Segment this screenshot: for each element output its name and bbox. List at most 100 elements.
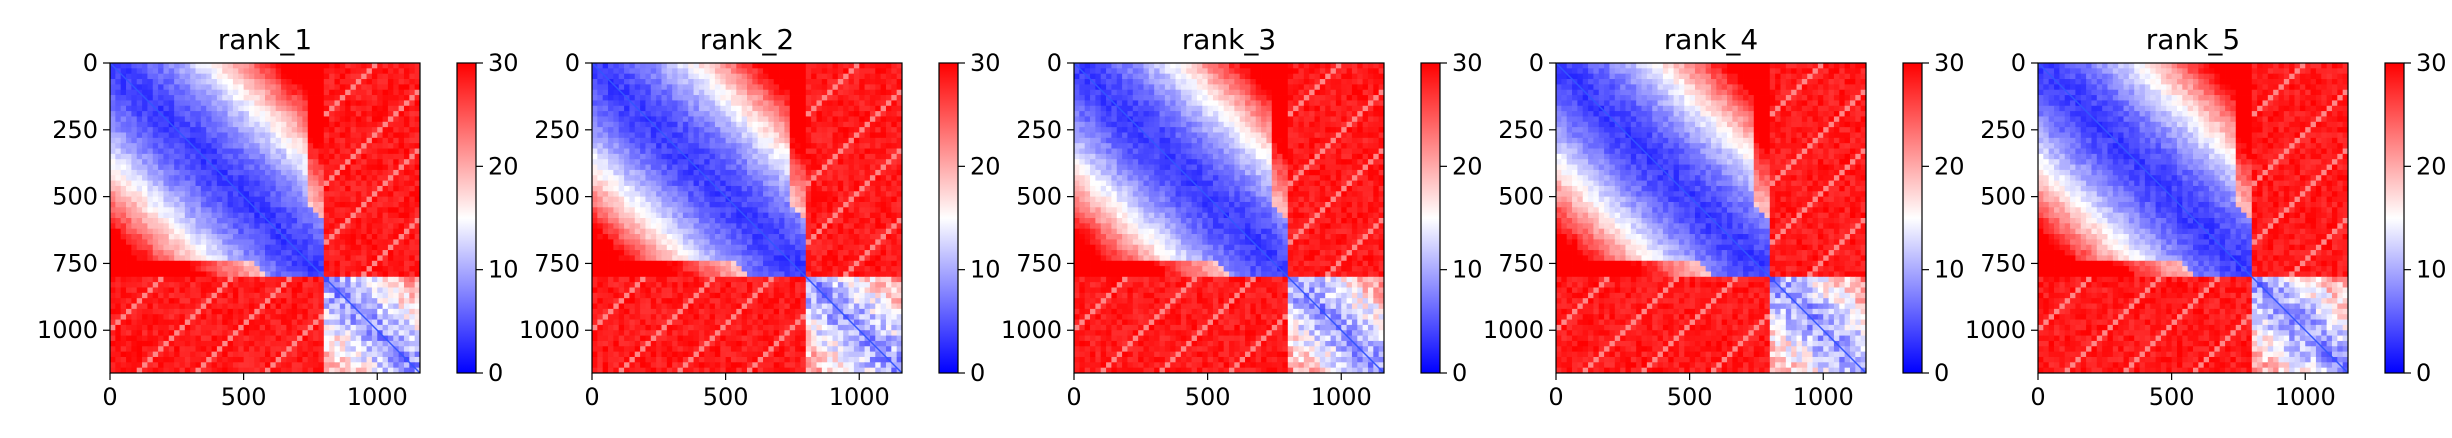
heatmap-cell xyxy=(693,116,700,123)
heatmap-cell xyxy=(291,207,298,214)
heatmap-cell xyxy=(624,100,630,107)
heatmap-cell xyxy=(265,207,271,214)
heatmap-cell xyxy=(195,292,202,299)
heatmap-cell xyxy=(195,244,202,251)
heatmap-cell xyxy=(779,196,785,203)
heatmap-cell xyxy=(147,175,154,181)
plot-frame xyxy=(109,62,421,374)
heatmap-cell xyxy=(837,164,844,171)
heatmap-cell xyxy=(677,73,684,80)
heatmap-cell xyxy=(323,282,330,288)
heatmap-cell xyxy=(216,105,223,112)
heatmap-cell xyxy=(624,201,630,208)
heatmap-cell xyxy=(248,63,255,69)
heatmap-cell xyxy=(131,95,138,101)
heatmap-cell xyxy=(800,73,807,80)
heatmap-cell xyxy=(339,212,346,219)
heatmap-cell xyxy=(345,330,351,336)
heatmap-cell xyxy=(307,201,314,208)
heatmap-cell xyxy=(361,218,367,224)
heatmap-cell xyxy=(795,116,801,123)
heatmap-cell xyxy=(238,287,245,294)
heatmap-cell xyxy=(741,111,748,117)
heatmap-cell xyxy=(334,276,341,283)
heatmap-cell xyxy=(265,303,271,310)
heatmap-cell xyxy=(403,164,410,171)
heatmap-cell xyxy=(656,143,662,149)
heatmap-cell xyxy=(142,303,148,310)
heatmap-cell xyxy=(656,196,662,203)
heatmap-cell xyxy=(243,116,250,123)
heatmap-cell xyxy=(618,143,625,149)
heatmap-cell xyxy=(757,111,764,117)
heatmap-cell xyxy=(592,100,598,107)
heatmap-cell xyxy=(350,218,357,224)
heatmap-cell xyxy=(709,116,716,123)
heatmap-cell xyxy=(414,132,421,139)
heatmap-cell xyxy=(345,143,351,149)
heatmap-cell xyxy=(366,239,373,246)
heatmap-cell xyxy=(307,266,314,272)
heatmap-cell xyxy=(816,164,823,171)
heatmap-cell xyxy=(334,271,341,278)
heatmap-cell xyxy=(366,63,373,69)
heatmap-cell xyxy=(275,63,282,69)
heatmap-cell xyxy=(645,89,652,96)
heatmap-cell xyxy=(211,137,218,144)
heatmap-cell xyxy=(238,121,245,128)
heatmap-cell xyxy=(624,127,630,133)
heatmap-cell xyxy=(195,362,202,369)
heatmap-cell xyxy=(403,367,410,374)
heatmap-cell xyxy=(409,207,416,214)
heatmap-cell xyxy=(608,116,614,123)
heatmap-cell xyxy=(110,239,116,246)
heatmap-cell xyxy=(784,116,791,123)
heatmap-cell xyxy=(131,308,138,315)
heatmap-cell xyxy=(254,234,261,240)
heatmap-cell xyxy=(366,351,373,358)
heatmap-cell xyxy=(827,127,833,133)
heatmap-cell xyxy=(190,196,196,203)
heatmap-cell xyxy=(291,164,298,171)
heatmap-cell xyxy=(254,89,261,96)
colorbar-tick-label: 30 xyxy=(488,49,519,77)
heatmap-cell xyxy=(795,175,801,181)
heatmap-cell xyxy=(393,276,400,283)
heatmap-cell xyxy=(238,250,245,256)
heatmap-cell xyxy=(190,228,196,235)
heatmap-cell xyxy=(377,68,383,75)
heatmap-cell xyxy=(853,137,860,144)
heatmap-cell xyxy=(752,201,759,208)
heatmap-cell xyxy=(361,207,367,214)
heatmap-cell xyxy=(238,127,245,133)
heatmap-cell xyxy=(281,308,287,315)
heatmap-cell xyxy=(206,223,212,230)
heatmap-cell xyxy=(136,116,143,123)
heatmap-cell xyxy=(120,95,127,101)
heatmap-cell xyxy=(110,196,116,203)
heatmap-cell xyxy=(672,164,678,171)
heatmap-cell xyxy=(286,228,293,235)
heatmap-cell xyxy=(152,367,159,374)
heatmap-cell xyxy=(618,169,625,176)
heatmap-cell xyxy=(248,180,255,187)
heatmap-cell xyxy=(398,132,405,139)
heatmap-cell xyxy=(329,340,335,347)
heatmap-cell xyxy=(291,351,298,358)
heatmap-cell xyxy=(350,143,357,149)
heatmap-cell xyxy=(313,287,319,294)
heatmap-cell xyxy=(693,105,700,112)
heatmap-cell xyxy=(297,207,303,214)
heatmap-cell xyxy=(232,308,239,315)
heatmap-cell xyxy=(403,260,410,267)
heatmap-cell xyxy=(168,153,175,160)
heatmap-cell xyxy=(334,201,341,208)
heatmap-cell xyxy=(885,143,892,149)
heatmap-cell xyxy=(142,239,148,246)
heatmap-cell xyxy=(645,121,652,128)
heatmap-cell xyxy=(131,212,138,219)
heatmap-cell xyxy=(329,175,335,181)
heatmap-cell xyxy=(307,308,314,315)
heatmap-cell xyxy=(115,73,122,80)
colorbar-tick-label: 0 xyxy=(488,359,503,387)
